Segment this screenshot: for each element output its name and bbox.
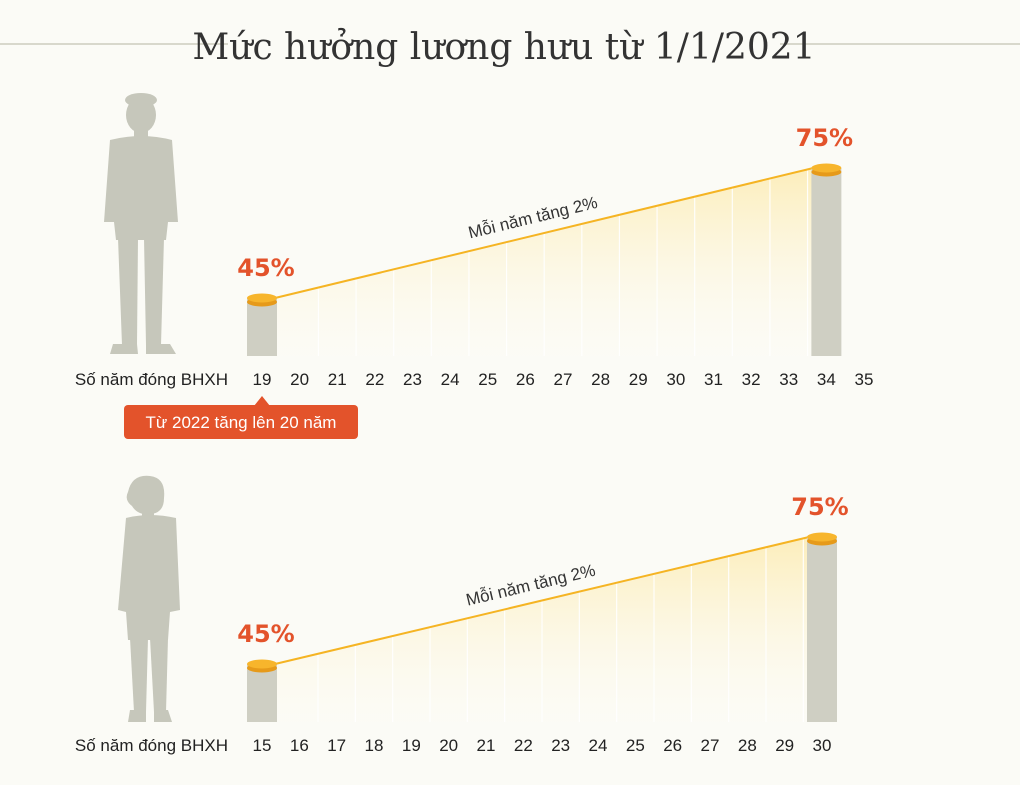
start-bar — [247, 664, 277, 722]
x-tick-label: 25 — [478, 370, 497, 389]
x-tick-label: 23 — [551, 736, 570, 755]
female-chart-panel: 45%75%Mỗi năm tăng 2%Số năm đóng BHXH 15 1… — [75, 493, 849, 755]
x-tick-label: 17 — [327, 736, 346, 755]
male-chart-panel: 45%75%Mỗi năm tăng 2%Số năm đóng BHXH 19 2… — [75, 124, 874, 439]
end-value-label: 75% — [791, 493, 848, 521]
x-tick-label: 28 — [738, 736, 757, 755]
x-tick-label: 30 — [813, 736, 832, 755]
end-coin — [807, 532, 837, 542]
x-axis-label: Số năm đóng BHXH — [75, 736, 228, 755]
x-tick-label: 30 — [666, 370, 685, 389]
x-tick-label: 25 — [626, 736, 645, 755]
x-tick-label: 21 — [477, 736, 496, 755]
x-tick-label: 27 — [701, 736, 720, 755]
x-tick-label: 21 — [328, 370, 347, 389]
start-coin — [247, 659, 277, 669]
female-silhouette-icon — [118, 475, 180, 722]
x-tick-label: 27 — [554, 370, 573, 389]
x-axis-label: Số năm đóng BHXH — [75, 370, 228, 389]
x-tick-label: 24 — [441, 370, 460, 389]
end-value-label: 75% — [796, 124, 853, 152]
start-value-label: 45% — [237, 254, 294, 282]
x-tick-label: 32 — [742, 370, 761, 389]
x-tick-label: 29 — [775, 736, 794, 755]
slope-line — [274, 167, 814, 299]
end-bar — [807, 537, 837, 722]
note-text: Từ 2022 tăng lên 20 năm — [146, 413, 337, 432]
x-tick-label: 22 — [514, 736, 533, 755]
x-tick-label: 23 — [403, 370, 422, 389]
slope-line — [274, 536, 810, 665]
start-coin — [247, 293, 277, 303]
x-tick-label: 31 — [704, 370, 723, 389]
x-tick-label: 16 — [290, 736, 309, 755]
start-bar — [247, 298, 277, 356]
end-coin — [811, 163, 842, 173]
x-tick-label: 24 — [589, 736, 608, 755]
x-tick-label: 28 — [591, 370, 610, 389]
note-pointer — [254, 396, 270, 406]
x-tick-label: 35 — [855, 370, 874, 389]
x-tick-label: 29 — [629, 370, 648, 389]
x-tick-label: 20 — [290, 370, 309, 389]
end-bar — [811, 168, 842, 356]
page-title: Mức hưởng lương hưu từ 1/1/2021 — [192, 27, 815, 68]
x-tick-label: 26 — [663, 736, 682, 755]
x-tick-label: 34 — [817, 370, 836, 389]
start-value-label: 45% — [237, 620, 294, 648]
x-tick-label: 26 — [516, 370, 535, 389]
male-silhouette-icon — [104, 93, 178, 354]
x-tick-label: 18 — [365, 736, 384, 755]
x-tick-label: 19 — [402, 736, 421, 755]
note-box — [124, 405, 358, 439]
x-tick-label: 15 — [253, 736, 272, 755]
x-tick-label: 33 — [779, 370, 798, 389]
x-tick-label: 20 — [439, 736, 458, 755]
x-tick-label: 19 — [253, 370, 272, 389]
x-tick-label: 22 — [365, 370, 384, 389]
